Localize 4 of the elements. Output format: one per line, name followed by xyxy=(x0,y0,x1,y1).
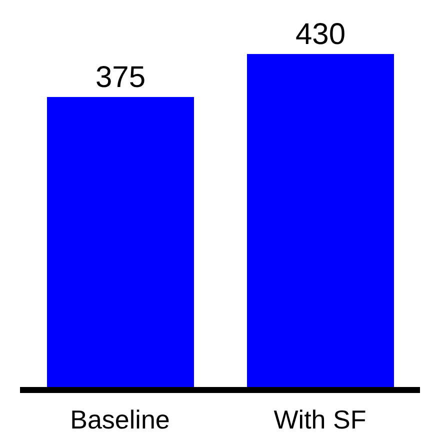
data-label: 430 xyxy=(295,18,346,51)
x-tick-label: Baseline xyxy=(70,404,170,434)
x-tick-label: With SF xyxy=(274,404,366,434)
data-label: 375 xyxy=(95,60,146,94)
